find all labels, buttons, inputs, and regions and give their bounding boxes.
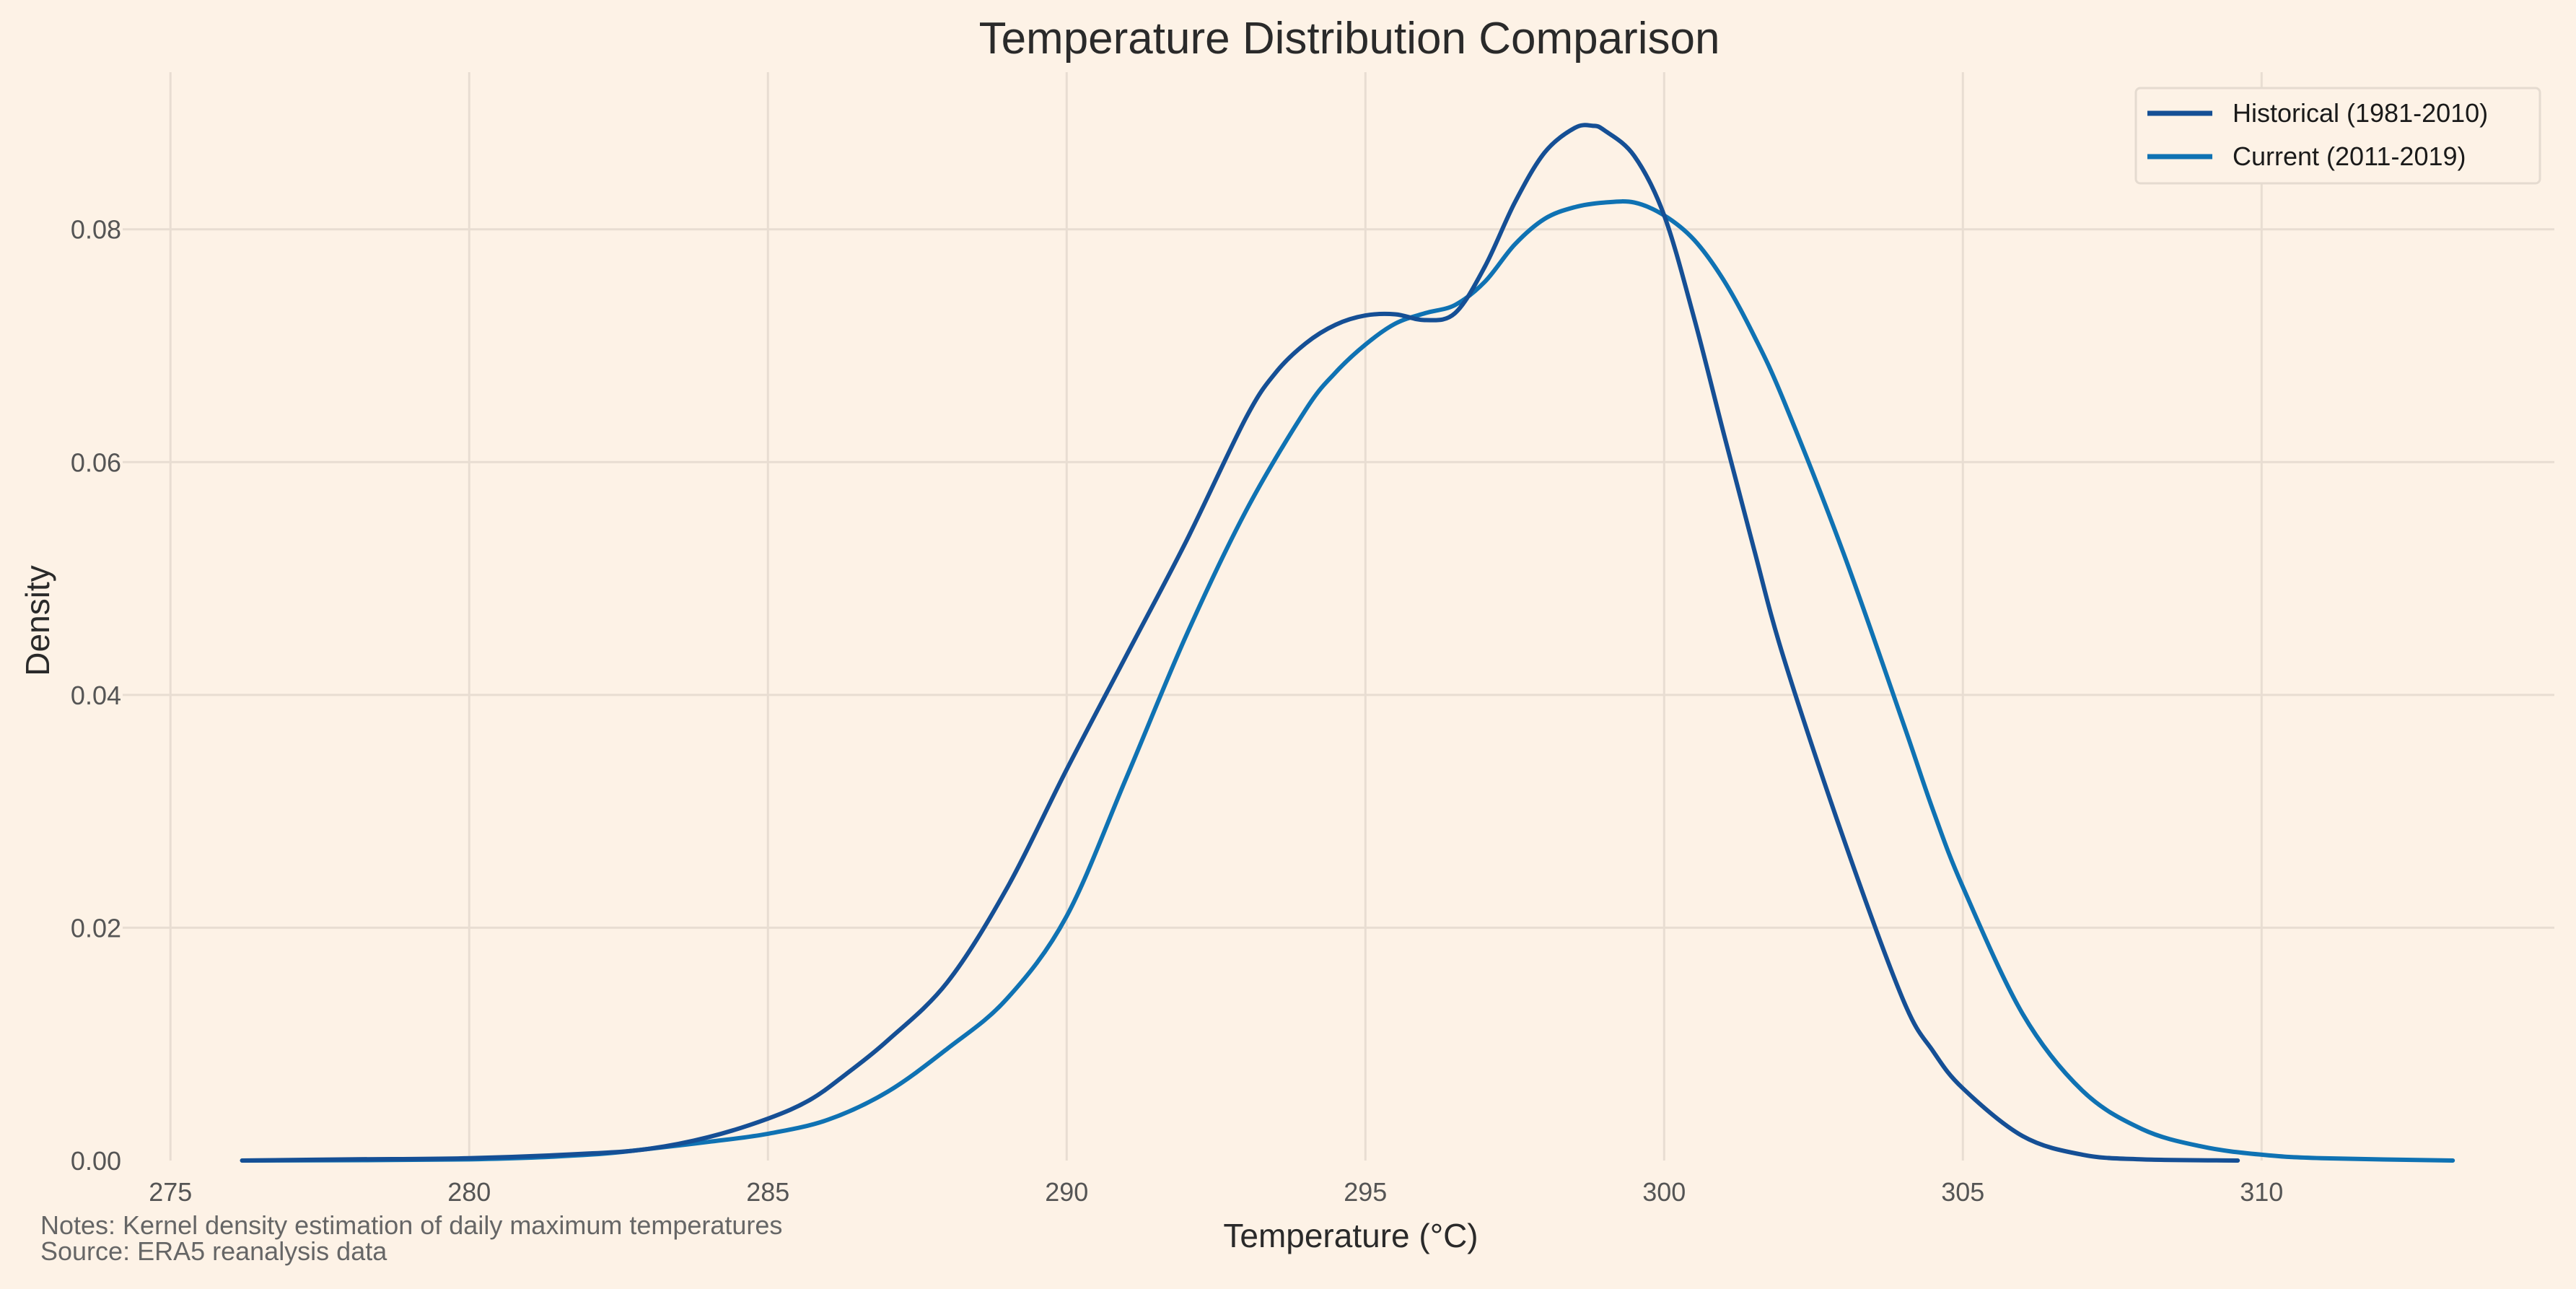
axis-ticks: 275 280 285 290 295 300 305 310 0.00 0.02 0.04 0.06… [71,215,2283,1207]
x-tick-label: 280 [447,1177,491,1207]
x-tick-label: 295 [1344,1177,1387,1207]
series-line-current [240,199,2455,1163]
notes-line: Notes: Kernel density estimation of dail… [40,1210,782,1240]
legend: Historical (1981-2010) Current (2011-201… [2134,87,2541,185]
x-tick-label: 275 [149,1177,192,1207]
y-tick-label: 0.04 [71,681,121,710]
x-tick-label: 285 [746,1177,789,1207]
legend-label-historical: Historical (1981-2010) [2233,98,2488,128]
y-tick-label: 0.08 [71,215,121,245]
y-tick-label: 0.06 [71,447,121,477]
legend-label-current: Current (2011-2019) [2233,141,2466,171]
y-axis-label: Density [19,565,56,676]
source-line: Source: ERA5 reanalysis data [40,1236,387,1266]
grid [123,72,2554,1161]
x-tick-label: 310 [2240,1177,2283,1207]
chart-title: Temperature Distribution Comparison [979,14,1720,64]
x-axis-label: Temperature (°C) [1223,1217,1478,1254]
series-lines [240,123,2455,1163]
legend-box [2134,87,2541,185]
x-tick-label: 300 [1642,1177,1686,1207]
y-tick-label: 0.02 [71,913,121,943]
x-tick-label: 305 [1941,1177,1984,1207]
x-tick-label: 290 [1045,1177,1088,1207]
y-tick-label: 0.00 [71,1146,121,1176]
series-line-historical [240,123,2240,1163]
